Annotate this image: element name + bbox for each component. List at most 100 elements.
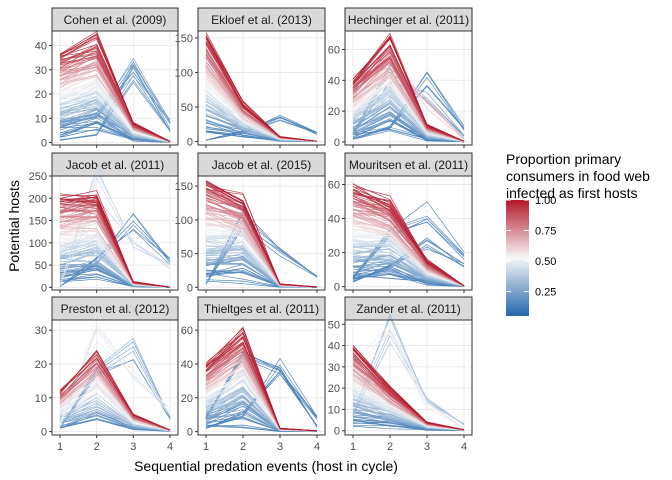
series-line: [59, 113, 171, 143]
series-line: [352, 341, 465, 430]
x-tick-label: 4: [167, 441, 173, 453]
y-tick-label: 0: [334, 137, 340, 149]
panel-title: Jacob et al. (2011): [66, 158, 165, 172]
panel-border: [197, 319, 326, 436]
y-tick-label: 0: [187, 137, 193, 149]
x-tick-label: 4: [461, 441, 467, 453]
series-line: [352, 87, 465, 142]
series-line: [205, 180, 318, 288]
series-line: [59, 319, 171, 426]
panel: Jacob et al. (2015) 0 50 100 150: [175, 152, 326, 294]
x-tick-label: 3: [130, 441, 136, 453]
y-tick-label: 30: [35, 325, 47, 337]
panel-title: Zander et al. (2011): [356, 302, 461, 316]
panel: Thieltges et al. (2011) 0 20 40 60 1 2 3 4: [181, 296, 326, 453]
y-tick-label: 0: [187, 282, 193, 294]
series-line: [352, 314, 465, 425]
panel-title: Preston et al. (2012): [61, 302, 170, 316]
x-tick-label: 2: [94, 441, 100, 453]
series-line: [59, 122, 171, 143]
y-tick-label: 40: [181, 359, 193, 371]
y-tick-label: 20: [35, 359, 47, 371]
series-line: [59, 382, 171, 431]
y-axis-title: Potential hosts: [6, 180, 22, 272]
series-line: [59, 57, 171, 142]
series-line: [352, 266, 465, 287]
panel-border: [197, 175, 326, 291]
y-tick-label: 40: [328, 341, 340, 353]
y-tick-label: 50: [181, 102, 193, 114]
panel: Ekloef et al. (2013) 0 50 100 150: [175, 7, 326, 149]
series-line: [59, 190, 171, 288]
y-tick-label: 20: [181, 393, 193, 405]
y-tick-label: 20: [35, 89, 47, 101]
series-line: [59, 337, 171, 429]
x-tick-label: 1: [203, 441, 209, 453]
y-tick-label: 0: [334, 282, 340, 294]
series-line: [352, 183, 465, 287]
series-line: [59, 33, 171, 142]
series-line: [352, 103, 465, 142]
x-tick-label: 1: [57, 441, 63, 453]
panel: Hechinger et al. (2011) 0 20 40 60: [328, 7, 473, 149]
panel-border: [344, 175, 473, 291]
y-tick-label: 0: [41, 138, 47, 150]
y-tick-label: 250: [29, 171, 47, 183]
legend-title-line-1: Proportion primary: [506, 151, 621, 167]
panel-title: Hechinger et al. (2011): [348, 13, 469, 27]
series-line: [352, 38, 465, 142]
y-tick-label: 10: [328, 404, 340, 416]
y-tick-label: 20: [328, 383, 340, 395]
panel: Zander et al. (2011) 0 10 20 30 40 50 1 2 3 4: [328, 296, 473, 453]
y-tick-label: 40: [328, 214, 340, 226]
x-tick-label: 3: [424, 441, 430, 453]
legend-ticks: 1.00 0.75 0.50 0.25: [506, 195, 556, 299]
series-line: [59, 366, 171, 431]
panel: Preston et al. (2012) 0 10 20 30 1 2 3 4: [35, 296, 179, 453]
y-tick-label: 20: [328, 106, 340, 118]
series-line: [205, 222, 318, 285]
series-line: [352, 183, 465, 287]
series-line: [59, 388, 171, 432]
x-axis-title: Sequential predation events (host in cyc…: [134, 458, 398, 474]
legend-tick-label: 0.75: [535, 226, 556, 238]
series-line: [59, 107, 171, 143]
series-line: [59, 84, 171, 143]
y-tick-label: 50: [328, 319, 340, 331]
x-tick-label: 2: [240, 441, 246, 453]
series-line: [205, 332, 318, 432]
panel: Jacob et al. (2011) 0 50 100 150 200 250: [29, 152, 179, 294]
panel-border: [197, 30, 326, 146]
y-tick-label: 100: [175, 215, 193, 227]
x-tick-label: 1: [350, 441, 356, 453]
panel-border: [51, 30, 179, 146]
y-tick-label: 30: [328, 362, 340, 374]
y-tick-label: 60: [328, 180, 340, 192]
series-line: [352, 323, 465, 430]
y-tick-label: 200: [29, 193, 47, 205]
y-tick-label: 10: [35, 393, 47, 405]
panel-border: [51, 319, 179, 436]
legend-tick-label: 0.50: [535, 256, 556, 268]
y-tick-label: 20: [328, 248, 340, 260]
series-line: [352, 266, 465, 287]
series-line: [352, 76, 465, 142]
panel-border: [51, 175, 179, 291]
x-tick-label: 2: [387, 441, 393, 453]
y-tick-label: 10: [35, 113, 47, 125]
panel: Cohen et al. (2009) 0 10 20 30 40: [35, 7, 179, 150]
series-line: [59, 408, 171, 432]
y-tick-label: 60: [181, 325, 193, 337]
y-tick-label: 150: [175, 181, 193, 193]
y-tick-label: 40: [328, 75, 340, 87]
x-tick-label: 4: [314, 441, 320, 453]
panel-border: [344, 319, 473, 436]
series-line: [352, 228, 465, 287]
series-line: [59, 353, 171, 431]
x-tick-label: 3: [277, 441, 283, 453]
legend-tick-label: 0.25: [535, 287, 556, 299]
y-tick-label: 0: [334, 426, 340, 438]
legend-title-line-2: consumers in food web: [506, 168, 650, 184]
